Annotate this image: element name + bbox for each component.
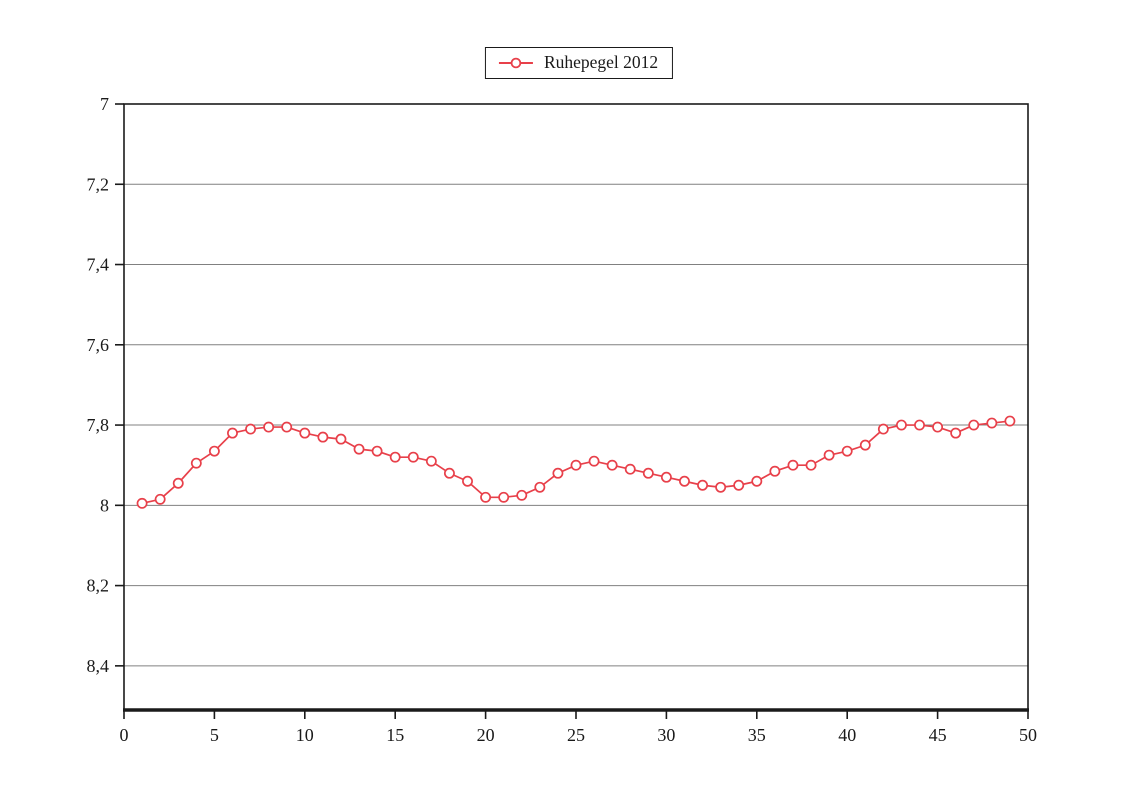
y-tick-label: 7,4: [87, 255, 110, 275]
data-point-marker: [136, 497, 148, 509]
legend: Ruhepegel 2012: [484, 47, 674, 79]
plot-border: [123, 103, 1029, 711]
data-point-marker: [335, 433, 347, 445]
data-point-marker: [823, 449, 835, 461]
data-point-marker: [317, 431, 329, 443]
legend-line-marker-icon: [498, 57, 533, 69]
y-tick-label: 7,8: [87, 415, 110, 435]
data-point-marker: [769, 465, 781, 477]
data-point-marker: [172, 477, 184, 489]
x-tick-label: 10: [296, 725, 314, 745]
data-point-marker: [281, 421, 293, 433]
data-point-marker: [751, 475, 763, 487]
data-point-marker: [498, 491, 510, 503]
legend-label: Ruhepegel 2012: [543, 52, 659, 72]
data-point-marker: [263, 421, 275, 433]
data-point-marker: [353, 443, 365, 455]
data-point-marker: [407, 451, 419, 463]
data-point-marker: [245, 423, 257, 435]
axis-ticks: [115, 103, 1029, 719]
y-tick-label: 8: [100, 495, 109, 515]
y-tick-label: 7: [100, 94, 109, 114]
gridlines: [124, 183, 1028, 667]
data-point-marker: [552, 467, 564, 479]
data-point-marker: [588, 455, 600, 467]
data-point-marker: [950, 427, 962, 439]
data-point-marker: [190, 457, 202, 469]
data-point-marker: [679, 475, 690, 487]
x-tick-label: 30: [657, 725, 675, 745]
data-point-marker: [877, 423, 889, 435]
data-point-marker: [715, 481, 727, 493]
data-point-marker: [624, 463, 636, 475]
x-tick-label: 0: [120, 725, 129, 745]
data-point-marker: [606, 459, 618, 471]
data-point-marker: [895, 419, 907, 431]
data-point-marker: [443, 467, 455, 479]
data-point-marker: [154, 493, 166, 505]
data-point-marker: [389, 451, 401, 463]
y-tick-label: 8,4: [87, 656, 110, 676]
data-point-marker: [841, 445, 853, 457]
x-tick-label: 20: [477, 725, 495, 745]
x-tick-label: 45: [929, 725, 947, 745]
data-point-marker: [642, 467, 654, 479]
data-point-marker: [805, 459, 817, 471]
data-point-marker: [534, 481, 546, 493]
data-point-marker: [1004, 415, 1016, 427]
data-point-marker: [968, 419, 980, 431]
axis-tick-labels: 7 7,2 7,4 7,6 7,8 8 8,2 8,4 0 5 10 15 20 25 30 35 40 45 50: [87, 94, 1038, 745]
data-point-marker: [787, 459, 799, 471]
data-point-marker: [914, 419, 925, 431]
data-point-marker: [227, 427, 238, 439]
x-tick-label: 5: [210, 725, 219, 745]
data-point-marker: [986, 417, 998, 429]
data-point-marker: [570, 459, 582, 471]
data-point-marker: [733, 479, 745, 491]
x-tick-label: 25: [567, 725, 585, 745]
data-point-marker: [425, 455, 437, 467]
data-point-marker: [371, 445, 383, 457]
x-tick-label: 50: [1019, 725, 1037, 745]
data-point-marker: [697, 479, 709, 491]
plot-frame: [123, 103, 1029, 712]
data-point-marker: [859, 439, 871, 451]
data-point-marker: [516, 489, 528, 501]
x-tick-label: 35: [748, 725, 766, 745]
data-point-marker: [462, 475, 473, 487]
y-tick-label: 7,2: [87, 174, 110, 194]
data-point-marker: [299, 427, 311, 439]
data-point-marker: [660, 471, 672, 483]
y-tick-label: 7,6: [87, 335, 110, 355]
data-point-marker: [208, 445, 220, 457]
x-tick-label: 15: [386, 725, 404, 745]
data-series: [136, 415, 1016, 509]
y-tick-label: 8,2: [87, 576, 110, 596]
data-point-marker: [480, 491, 492, 503]
x-tick-label: 40: [838, 725, 856, 745]
data-point-marker: [932, 421, 944, 433]
